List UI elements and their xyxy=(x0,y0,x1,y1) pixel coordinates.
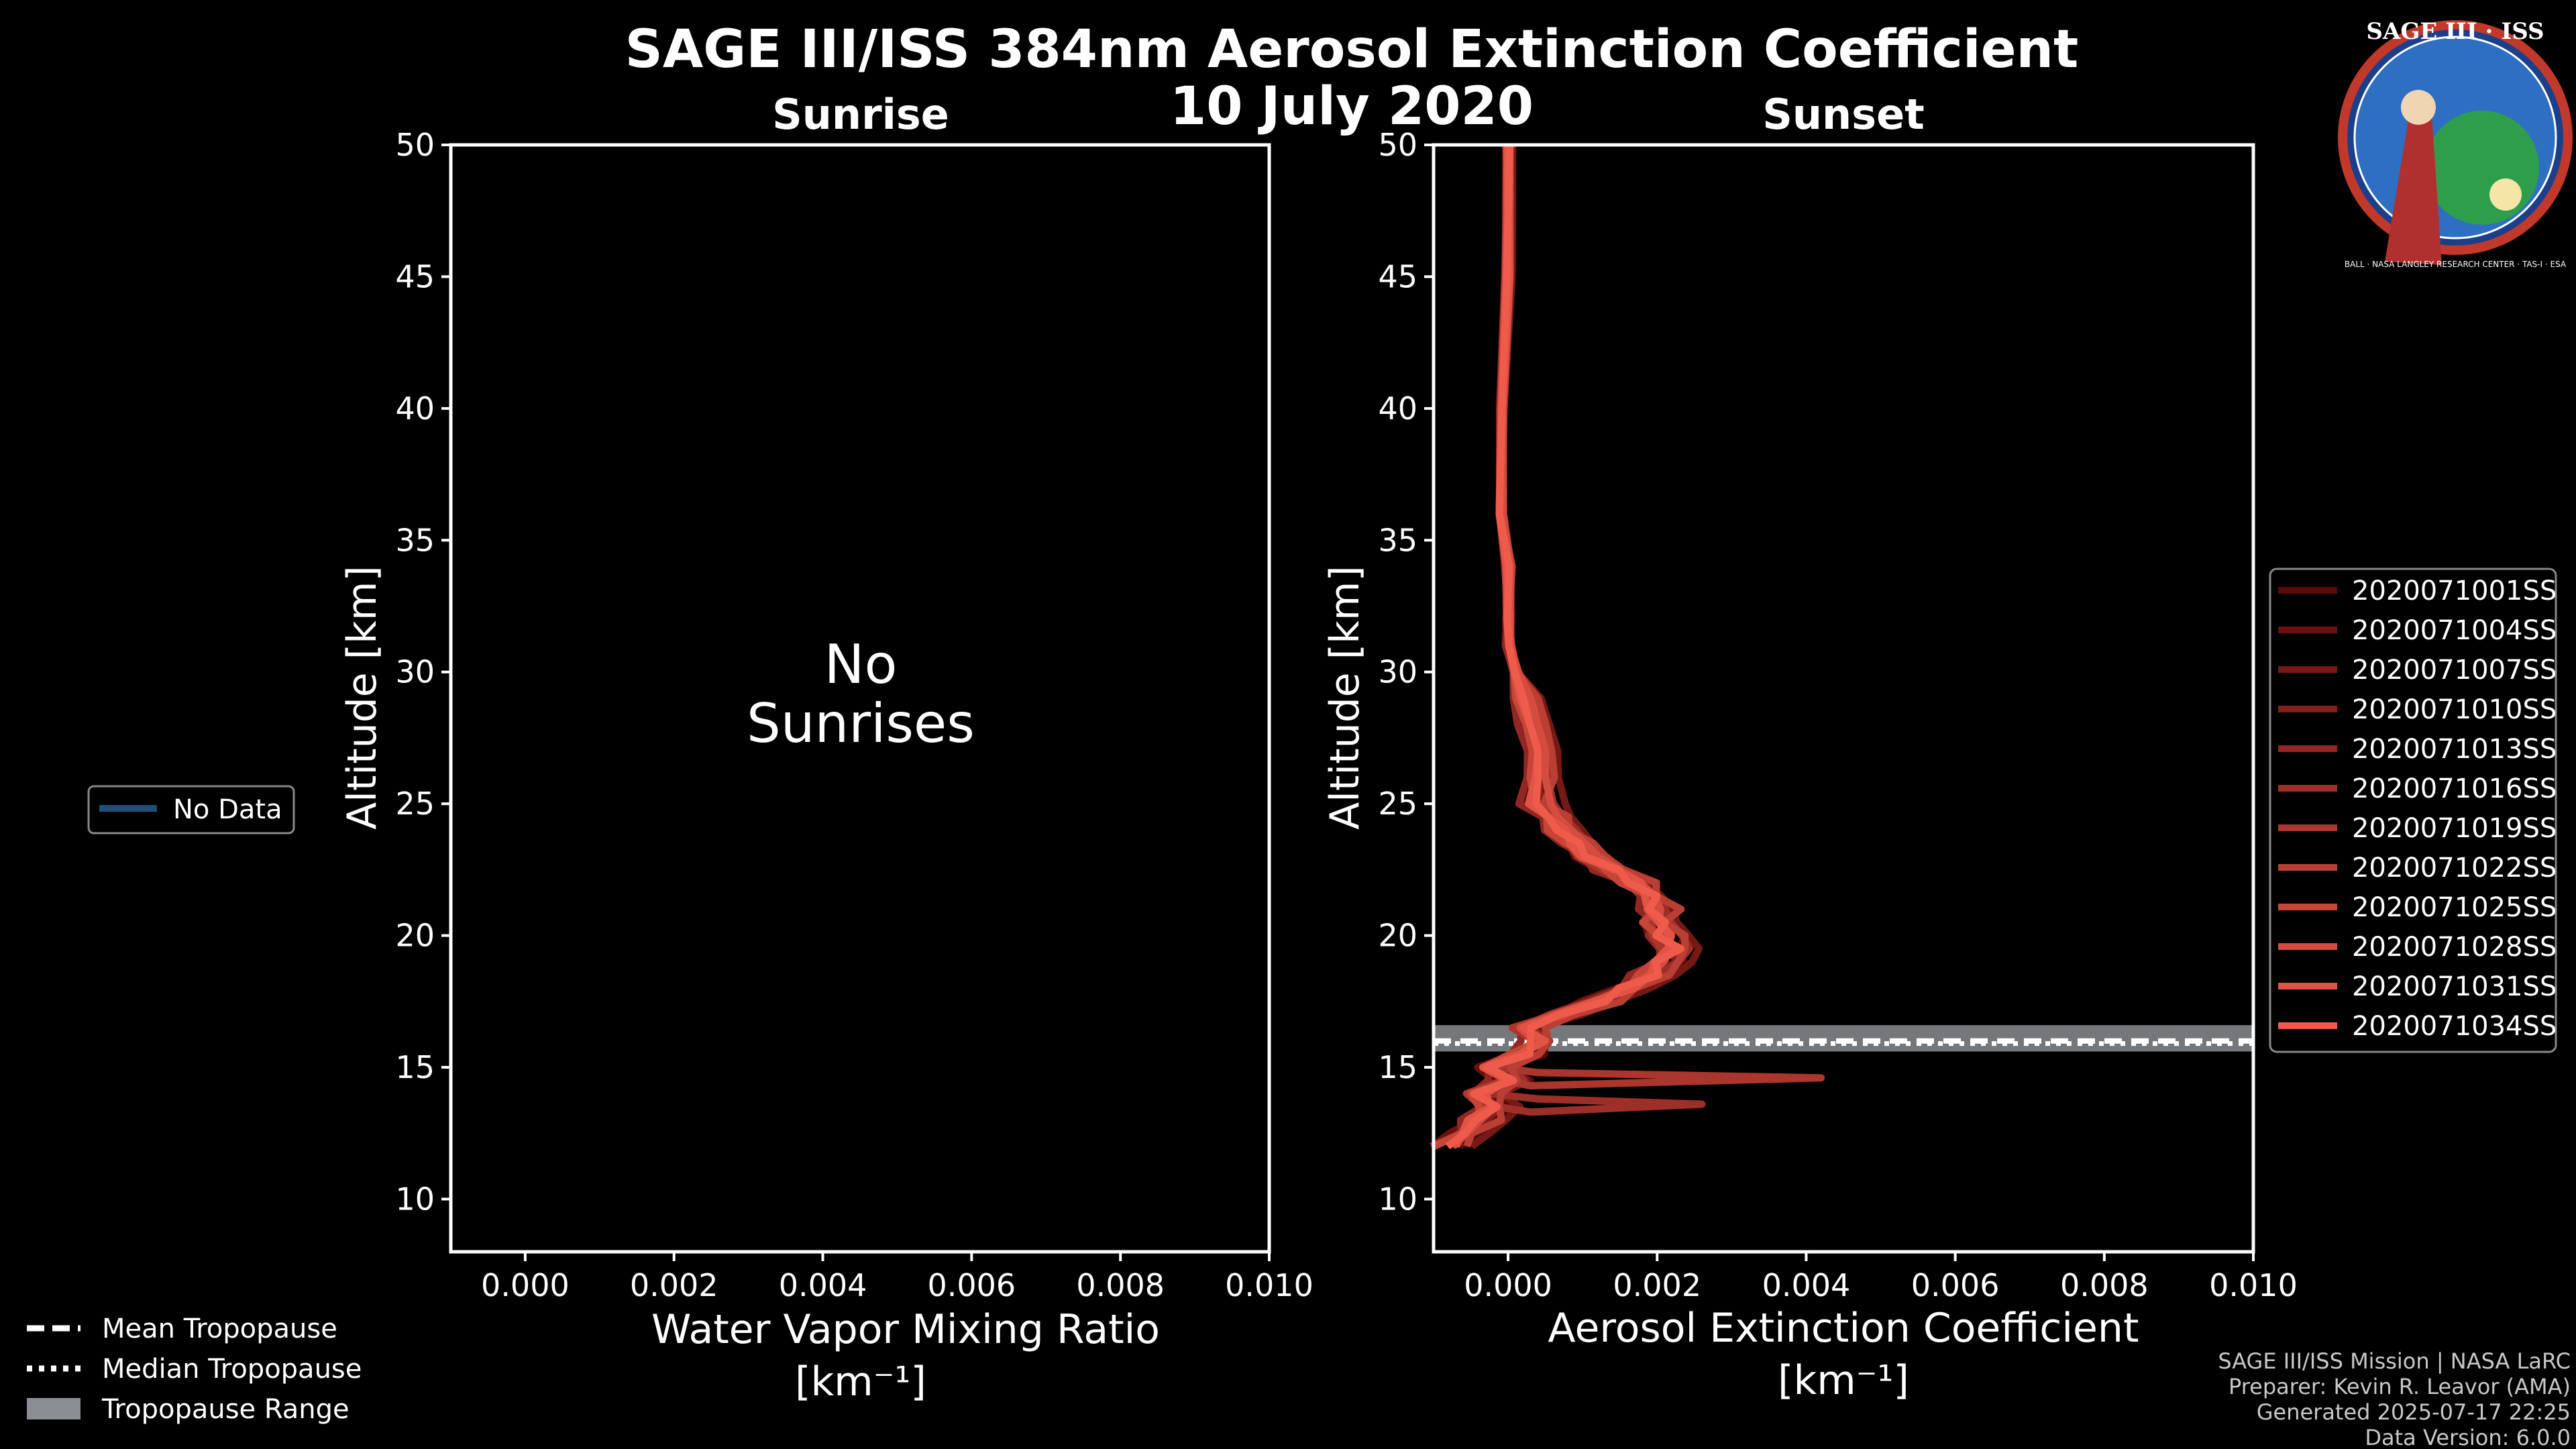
profile-line-2020071034SS xyxy=(1445,144,1685,1150)
legend-label-2020071016SS: 2020071016SS xyxy=(2352,773,2557,804)
logo-label: SAGE III · ISS xyxy=(2366,18,2544,45)
sunset-ytick-label: 15 xyxy=(1378,1049,1417,1085)
sunset-ytick-label: 20 xyxy=(1378,918,1417,954)
sunrise-ytick-label: 30 xyxy=(395,654,435,690)
profile-lines xyxy=(1429,144,1825,1150)
sunrise-xtick-label: 0.002 xyxy=(630,1267,718,1303)
tropopause-legend-label: Mean Tropopause xyxy=(102,1313,337,1344)
sunset-ytick-label: 40 xyxy=(1378,390,1417,427)
no-data-legend: No Data xyxy=(87,785,295,835)
sunrise-ytick-label: 40 xyxy=(395,390,435,427)
legend-label-2020071019SS: 2020071019SS xyxy=(2352,813,2557,844)
no-data-label: No Data xyxy=(173,794,282,825)
credit-line: SAGE III/ISS Mission | NASA LaRC xyxy=(2218,1348,2571,1374)
earth-icon xyxy=(2425,111,2539,225)
sunrise-xtick-label: 0.006 xyxy=(928,1267,1016,1303)
sunset-title: Sunset xyxy=(1762,90,1925,139)
no-sunrises-line1: No xyxy=(824,633,898,696)
sunset-xunit: [km⁻¹] xyxy=(1778,1357,1909,1404)
logo-ring-text: BALL · NASA LANGLEY RESEARCH CENTER · TA… xyxy=(2345,260,2567,269)
sunset-ytick-label: 25 xyxy=(1378,786,1417,822)
tropopause-legend: Mean Tropopause Median Tropopause Tropopau… xyxy=(27,1313,362,1425)
sunrise-tick-group: 0.000 0.002 0.004 0.006 0.008 0.010 10 15 20 25 30… xyxy=(395,127,1313,1303)
sunset-ytick-label: 50 xyxy=(1378,127,1417,163)
sunset-xtick-label: 0.010 xyxy=(2209,1267,2298,1303)
sunrise-xtick-label: 0.004 xyxy=(779,1267,867,1303)
sunset-ytick-label: 30 xyxy=(1378,654,1417,690)
legend-label-2020071034SS: 2020071034SS xyxy=(2352,1011,2557,1042)
sunset-xtick-label: 0.002 xyxy=(1613,1267,1701,1303)
tropopause-group xyxy=(1434,1025,2253,1052)
legend-label-2020071031SS: 2020071031SS xyxy=(2352,971,2557,1002)
sunset-tick-group: 0.000 0.002 0.004 0.006 0.008 0.010 10 15 20 25 30… xyxy=(1378,127,2297,1303)
sage-logo: SAGE III · ISS BALL · NASA LANGLEY RESEA… xyxy=(2338,18,2573,269)
sunset-xlabel: Aerosol Extinction Coefficient xyxy=(1548,1305,2139,1352)
series-legend: 2020071001SS 2020071004SS 2020071007SS 2020… xyxy=(2269,568,2557,1053)
legend-label-2020071025SS: 2020071025SS xyxy=(2352,892,2557,923)
sunset-ylabel: Altitude [km] xyxy=(1322,566,1368,830)
sunrise-ytick-label: 45 xyxy=(395,258,435,294)
legend-label-2020071013SS: 2020071013SS xyxy=(2352,734,2557,765)
sunset-panel: Sunset 0.000 0.002 0.004 0.006 0.008 0.010 10 1… xyxy=(1322,90,2298,1404)
wizard-icon xyxy=(2385,114,2442,265)
sunrise-panel: Sunrise 0.000 0.002 0.004 0.006 0.008 0.010 10… xyxy=(339,90,1313,1405)
sunrise-xlabel: Water Vapor Mixing Ratio xyxy=(651,1306,1160,1353)
legend-label-2020071022SS: 2020071022SS xyxy=(2352,853,2557,883)
tropopause-legend-label: Median Tropopause xyxy=(102,1354,362,1385)
sunrise-xtick-label: 0.008 xyxy=(1076,1267,1165,1303)
sunrise-xunit: [km⁻¹] xyxy=(795,1358,926,1405)
sunset-xtick-label: 0.008 xyxy=(2060,1267,2149,1303)
sunrise-ytick-label: 50 xyxy=(395,127,435,163)
sunrise-ytick-label: 25 xyxy=(395,786,435,822)
sunrise-axes xyxy=(449,143,1271,1254)
sunrise-ytick-label: 35 xyxy=(395,522,435,558)
sunrise-xtick-label: 0.010 xyxy=(1225,1267,1313,1303)
sunset-ytick-label: 45 xyxy=(1378,258,1417,294)
sunrise-xtick-label: 0.000 xyxy=(481,1267,570,1303)
figure-title-line2: 10 July 2020 xyxy=(1170,76,1534,137)
sunset-ytick-label: 10 xyxy=(1378,1181,1417,1217)
moon-icon xyxy=(2489,178,2522,211)
legend-label-2020071001SS: 2020071001SS xyxy=(2352,576,2557,606)
tropopause-legend-label: Tropopause Range xyxy=(101,1394,350,1425)
sunset-axes-bg xyxy=(1434,145,2253,1252)
legend-label-2020071028SS: 2020071028SS xyxy=(2352,932,2557,963)
tropopause-range-swatch xyxy=(27,1398,80,1419)
credit-line: Data Version: 6.0.0 xyxy=(2365,1425,2571,1449)
credit-line: Preparer: Kevin R. Leavor (AMA) xyxy=(2229,1374,2571,1399)
sunrise-ylabel: Altitude [km] xyxy=(339,566,386,830)
sunrise-ytick-label: 20 xyxy=(395,918,435,954)
sunset-xtick-label: 0.004 xyxy=(1762,1267,1851,1303)
legend-label-2020071007SS: 2020071007SS xyxy=(2352,655,2557,686)
credit-line: Generated 2025-07-17 22:25 xyxy=(2257,1399,2571,1425)
credits: SAGE III/ISS Mission | NASA LaRCPreparer… xyxy=(2218,1348,2571,1449)
sunrise-ytick-label: 10 xyxy=(395,1181,435,1217)
sunset-xtick-label: 0.006 xyxy=(1911,1267,2000,1303)
legend-label-2020071004SS: 2020071004SS xyxy=(2352,615,2557,646)
figure-title-line1: SAGE III/ISS 384nm Aerosol Extinction Co… xyxy=(625,19,2079,80)
sunrise-title: Sunrise xyxy=(772,90,949,139)
sunset-ytick-label: 35 xyxy=(1378,522,1417,558)
sunset-axes xyxy=(1432,143,2255,1254)
no-sunrises-line2: Sunrises xyxy=(747,692,975,755)
legend-label-2020071010SS: 2020071010SS xyxy=(2352,694,2557,725)
sunrise-ytick-label: 15 xyxy=(395,1049,435,1085)
sunset-xtick-label: 0.000 xyxy=(1464,1267,1552,1303)
